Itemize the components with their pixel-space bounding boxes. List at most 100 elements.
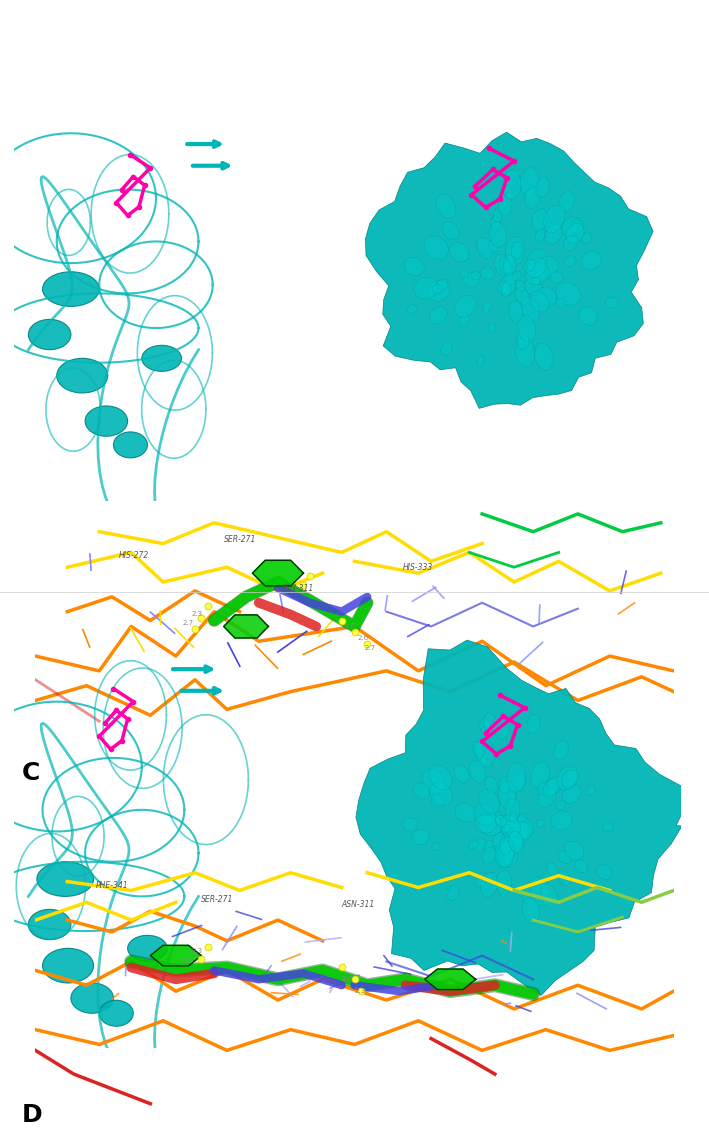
Polygon shape [150,945,201,966]
Polygon shape [224,615,268,638]
Ellipse shape [562,770,579,788]
Ellipse shape [540,884,557,908]
Ellipse shape [475,814,496,833]
Ellipse shape [500,816,521,836]
Ellipse shape [518,316,535,342]
Ellipse shape [507,816,515,828]
Ellipse shape [493,210,502,222]
Ellipse shape [501,273,516,296]
Ellipse shape [515,280,525,290]
Ellipse shape [505,273,517,285]
Ellipse shape [536,820,545,828]
Ellipse shape [128,935,167,961]
Text: SER-271: SER-271 [223,535,256,544]
Ellipse shape [476,872,487,887]
Ellipse shape [429,765,452,789]
Ellipse shape [564,255,576,267]
Ellipse shape [99,1000,133,1026]
Ellipse shape [491,216,501,231]
Text: 2.0: 2.0 [182,958,194,964]
Ellipse shape [502,825,510,834]
Ellipse shape [37,862,94,896]
Ellipse shape [562,216,579,236]
Ellipse shape [475,738,494,767]
Ellipse shape [505,798,520,821]
Ellipse shape [503,170,521,199]
Ellipse shape [506,818,528,844]
Ellipse shape [536,177,549,197]
Ellipse shape [535,256,559,279]
Ellipse shape [493,714,509,739]
Ellipse shape [142,345,182,371]
Ellipse shape [532,277,540,285]
Ellipse shape [482,847,496,865]
Ellipse shape [517,331,529,350]
Ellipse shape [530,292,549,312]
Ellipse shape [495,837,514,868]
Text: ASN-311: ASN-311 [341,900,374,909]
Polygon shape [365,132,653,409]
Ellipse shape [71,983,113,1014]
Ellipse shape [496,816,507,827]
Ellipse shape [527,257,546,278]
Ellipse shape [538,782,547,795]
Ellipse shape [28,909,71,940]
Ellipse shape [464,272,479,287]
Ellipse shape [476,238,493,259]
Ellipse shape [489,322,496,333]
Ellipse shape [550,272,563,284]
Ellipse shape [603,822,613,831]
Ellipse shape [490,222,506,247]
Text: 2.6: 2.6 [345,623,356,629]
Text: 2.7: 2.7 [182,620,194,626]
Ellipse shape [454,295,476,318]
Ellipse shape [479,789,499,814]
Ellipse shape [43,949,94,983]
Ellipse shape [430,782,452,805]
Ellipse shape [498,280,509,295]
Ellipse shape [469,839,478,850]
Ellipse shape [545,224,562,245]
Ellipse shape [503,261,513,276]
Ellipse shape [507,763,525,792]
Ellipse shape [559,191,574,212]
Ellipse shape [442,221,459,239]
Ellipse shape [508,831,523,852]
Ellipse shape [544,205,565,232]
Ellipse shape [506,236,525,265]
Ellipse shape [412,829,429,845]
Ellipse shape [483,302,492,312]
Ellipse shape [481,812,496,826]
Ellipse shape [527,249,547,271]
Ellipse shape [459,252,469,261]
Ellipse shape [523,898,540,924]
Ellipse shape [43,272,99,306]
Ellipse shape [447,885,459,901]
Ellipse shape [496,870,512,895]
Ellipse shape [499,777,510,793]
Ellipse shape [575,860,588,872]
Ellipse shape [414,277,438,300]
Ellipse shape [481,268,494,280]
Ellipse shape [525,263,549,285]
Ellipse shape [557,767,578,790]
Ellipse shape [509,812,517,822]
Ellipse shape [535,229,545,243]
Ellipse shape [430,306,447,323]
Text: 2.0: 2.0 [342,976,353,982]
Ellipse shape [511,241,523,259]
Ellipse shape [564,236,578,251]
Ellipse shape [484,841,493,851]
Ellipse shape [605,297,618,309]
Text: ASN-311: ASN-311 [281,584,313,593]
Ellipse shape [503,255,516,274]
Ellipse shape [509,831,523,853]
Ellipse shape [479,814,503,836]
Ellipse shape [518,177,525,187]
Ellipse shape [500,257,511,274]
Ellipse shape [428,281,450,302]
Ellipse shape [518,813,526,822]
Ellipse shape [515,337,535,367]
Ellipse shape [508,793,515,804]
Ellipse shape [523,893,530,903]
